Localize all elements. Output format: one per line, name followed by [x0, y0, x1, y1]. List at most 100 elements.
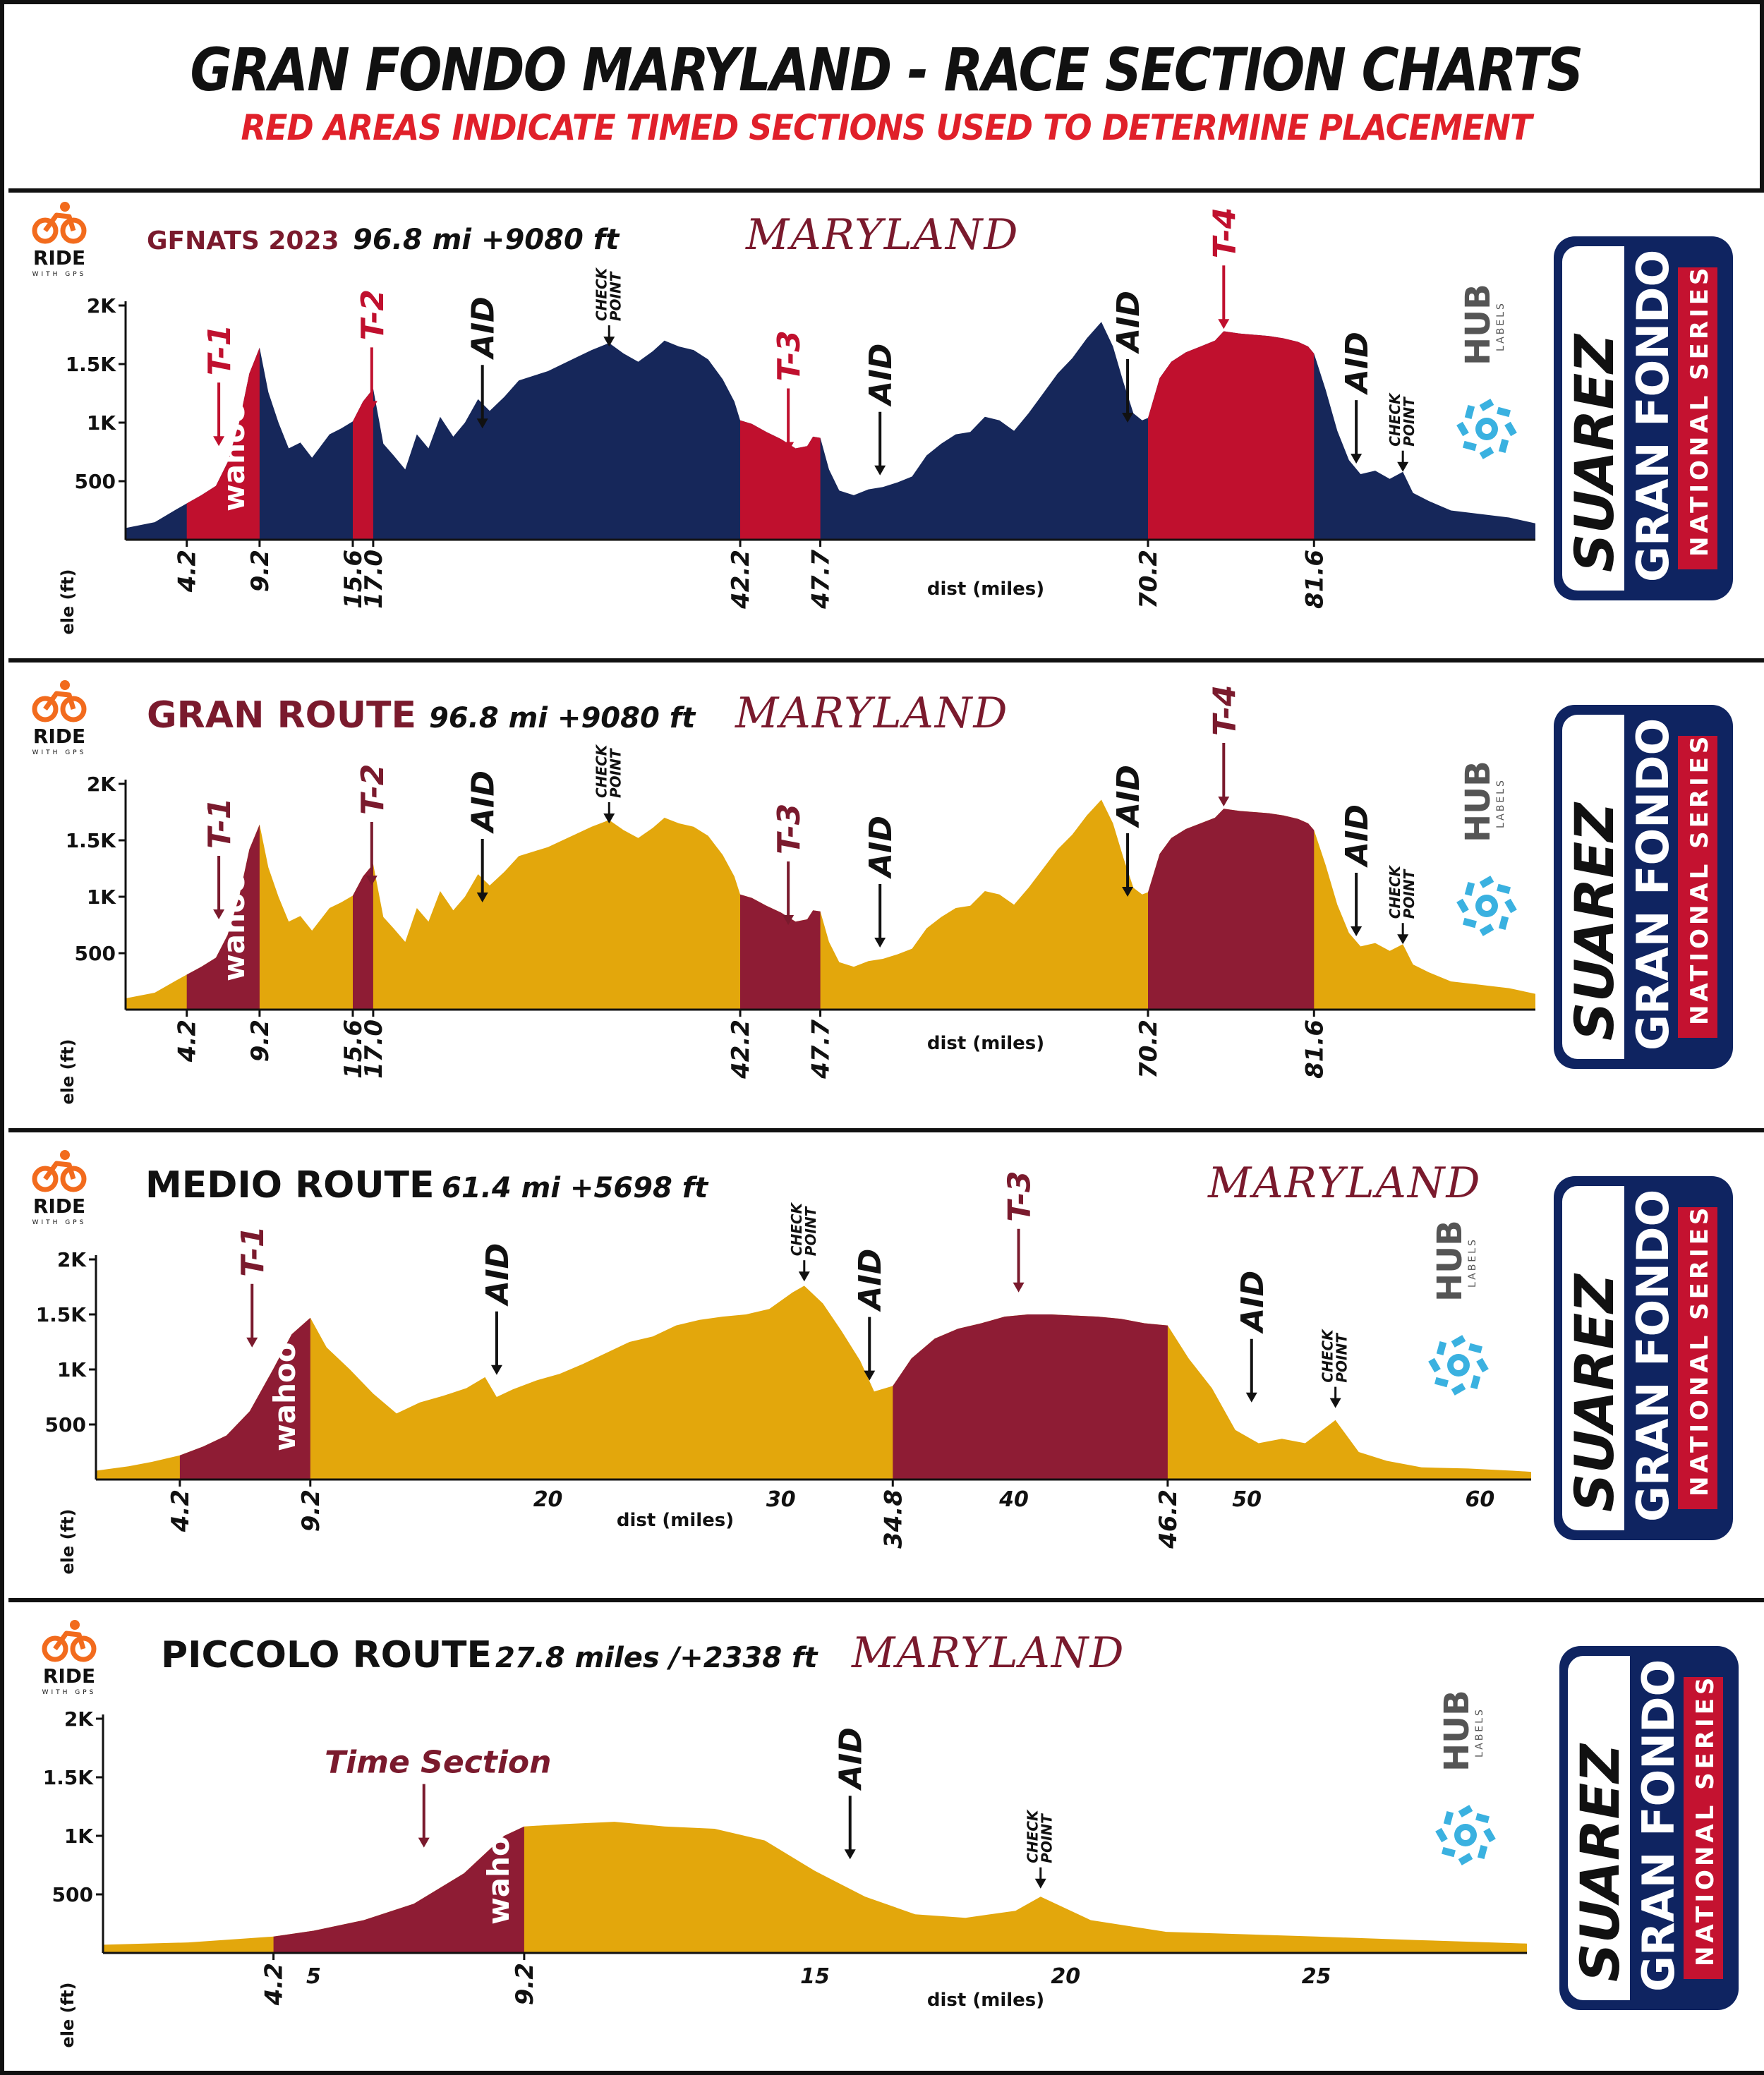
route-stats: 96.8 mi +9080 ft: [353, 224, 620, 256]
checkpoint-label: POINT: [607, 271, 624, 321]
annotation-arrowhead: [1397, 461, 1409, 472]
bike-wheel-icon: [32, 1166, 59, 1192]
hub-wheel-segment: [1464, 881, 1475, 896]
annotation-arrowhead: [783, 915, 795, 925]
bike-wheel-icon: [42, 1635, 68, 1662]
annotation-arrowhead: [476, 418, 488, 429]
rider-body-icon: [53, 1631, 86, 1651]
hub-wheel-segment: [1434, 1377, 1449, 1388]
panel-gran-route: RIDE WITH GPS GRAN ROUTE 96.8 mi +9080 ft MA…: [8, 663, 1764, 1132]
aid-station-label: AID: [852, 1249, 888, 1312]
hub-wheel-segment: [1479, 924, 1494, 936]
aid-station-label: AID: [863, 816, 899, 879]
hub-wheel-segment: [1498, 916, 1509, 931]
annotation-arrowhead: [418, 1837, 430, 1848]
panel-piccolo-route: RIDE WITH GPS PICCOLO ROUTE 27.8 miles /+23…: [8, 1602, 1764, 2071]
badge-red-band: [1678, 1207, 1717, 1509]
annotation-arrowhead: [1218, 319, 1230, 329]
timed-section-label: T-1: [202, 325, 238, 375]
x-tick-label: 5: [306, 1964, 321, 1989]
badge-gran-fondo-text: GRAN FONDO: [1627, 250, 1679, 582]
rider-body-icon: [43, 691, 76, 711]
checkpoint-label: CHECK: [1387, 392, 1403, 447]
boundary-label: 4.2: [174, 550, 202, 593]
time-section-label: Time Section: [325, 1745, 551, 1781]
checkpoint-label: CHECK: [1319, 1329, 1336, 1383]
ride-logo-text: RIDE: [33, 725, 85, 748]
badge-national-series-text: NATIONAL SERIES: [1686, 265, 1714, 557]
route-name: MEDIO ROUTE: [145, 1164, 435, 1206]
suarez-gran-fondo-badge: SUAREZ GRAN FONDO NATIONAL SERIES: [1554, 236, 1733, 600]
y-tick-label: 500: [75, 942, 116, 965]
timed-section-area: [1148, 809, 1315, 1010]
annotation-arrowhead: [1397, 934, 1409, 945]
y-tick-label: 1.5K: [66, 353, 117, 376]
timed-section-label: T-4: [1207, 207, 1243, 258]
badge-gran-fondo-text: GRAN FONDO: [1627, 1190, 1679, 1522]
hub-wheel-segment: [1451, 1335, 1466, 1348]
region-label: MARYLAND: [851, 1628, 1125, 1678]
suarez-gran-fondo-badge: SUAREZ GRAN FONDO NATIONAL SERIES: [1559, 1646, 1739, 2010]
hub-wheel-segment: [1456, 898, 1469, 914]
y-tick-label: 500: [52, 1883, 93, 1906]
ride-logo-text: RIDE: [33, 1194, 85, 1218]
rider-head-icon: [70, 1620, 80, 1630]
boundary-label: 46.2: [1154, 1489, 1183, 1549]
hub-wheel-segment: [1497, 883, 1511, 895]
hub-logo-subtext: LABELS: [1474, 1707, 1485, 1758]
wahoo-logo-text: wahoo: [267, 1342, 302, 1451]
x-tick-label: 40: [998, 1487, 1029, 1512]
y-tick-label: 1.5K: [43, 1766, 95, 1789]
rider-body-icon: [43, 212, 76, 233]
wahoo-logo-text: wahoo: [217, 872, 251, 981]
page-title: GRAN FONDO MARYLAND - RACE SECTION CHART…: [190, 35, 1584, 104]
boundary-label: 47.7: [807, 550, 835, 610]
bike-wheel-icon: [60, 1166, 87, 1192]
ride-logo-subtext: WITH GPS: [32, 1219, 87, 1226]
hub-logo-text: HUB: [1437, 1690, 1477, 1772]
checkpoint-label: CHECK: [1025, 1809, 1041, 1863]
hub-wheel-segment: [1462, 917, 1477, 928]
boundary-label: 9.2: [297, 1489, 325, 1532]
hub-logo-subtext: LABELS: [1495, 778, 1506, 828]
wahoo-logo-text: wahoo: [217, 402, 251, 512]
timed-section-area: [740, 894, 821, 1010]
hub-wheel-segment: [1477, 1845, 1488, 1860]
annotation-arrowhead: [783, 442, 795, 452]
boundary-label: 9.2: [246, 550, 274, 592]
boundary-label: 9.2: [511, 1963, 539, 2005]
hub-logo-subtext: LABELS: [1467, 1238, 1478, 1288]
checkpoint-label: CHECK: [593, 267, 610, 321]
timed-section-area: [353, 864, 373, 1010]
y-tick-label: 2K: [64, 1707, 94, 1731]
x-tick-label: 25: [1302, 1964, 1331, 1989]
suarez-gran-fondo-badge: SUAREZ GRAN FONDO NATIONAL SERIES: [1554, 1176, 1733, 1540]
y-tick-label: 1K: [87, 411, 116, 435]
x-tick-label: 50: [1232, 1487, 1262, 1512]
boundary-label: 9.2: [246, 1020, 274, 1062]
hub-wheel-segment: [1475, 1813, 1490, 1824]
timed-section-area: [1148, 331, 1315, 540]
y-tick-label: 2K: [87, 294, 116, 317]
aid-station-label: AID: [1235, 1271, 1271, 1334]
y-tick-label: 1K: [87, 885, 116, 909]
boundary-label: 4.2: [260, 1963, 289, 2006]
aid-station-label: AID: [1339, 332, 1375, 395]
x-tick-label: 15: [800, 1964, 830, 1989]
rider-head-icon: [60, 202, 70, 212]
annotation-arrowhead: [476, 893, 488, 902]
y-axis-label: ele (ft): [58, 1983, 78, 2048]
timed-section-label: T-2: [355, 289, 391, 340]
bike-wheel-icon: [32, 696, 59, 722]
hub-wheel-segment: [1458, 1805, 1473, 1817]
ride-logo-subtext: WITH GPS: [32, 749, 87, 756]
timed-section-label: T-4: [1207, 685, 1243, 736]
y-tick-label: 500: [45, 1413, 86, 1436]
bike-wheel-icon: [60, 696, 87, 722]
badge-suarez-text: SUAREZ: [1569, 1743, 1631, 1982]
timed-section-label: T-3: [1002, 1170, 1038, 1221]
